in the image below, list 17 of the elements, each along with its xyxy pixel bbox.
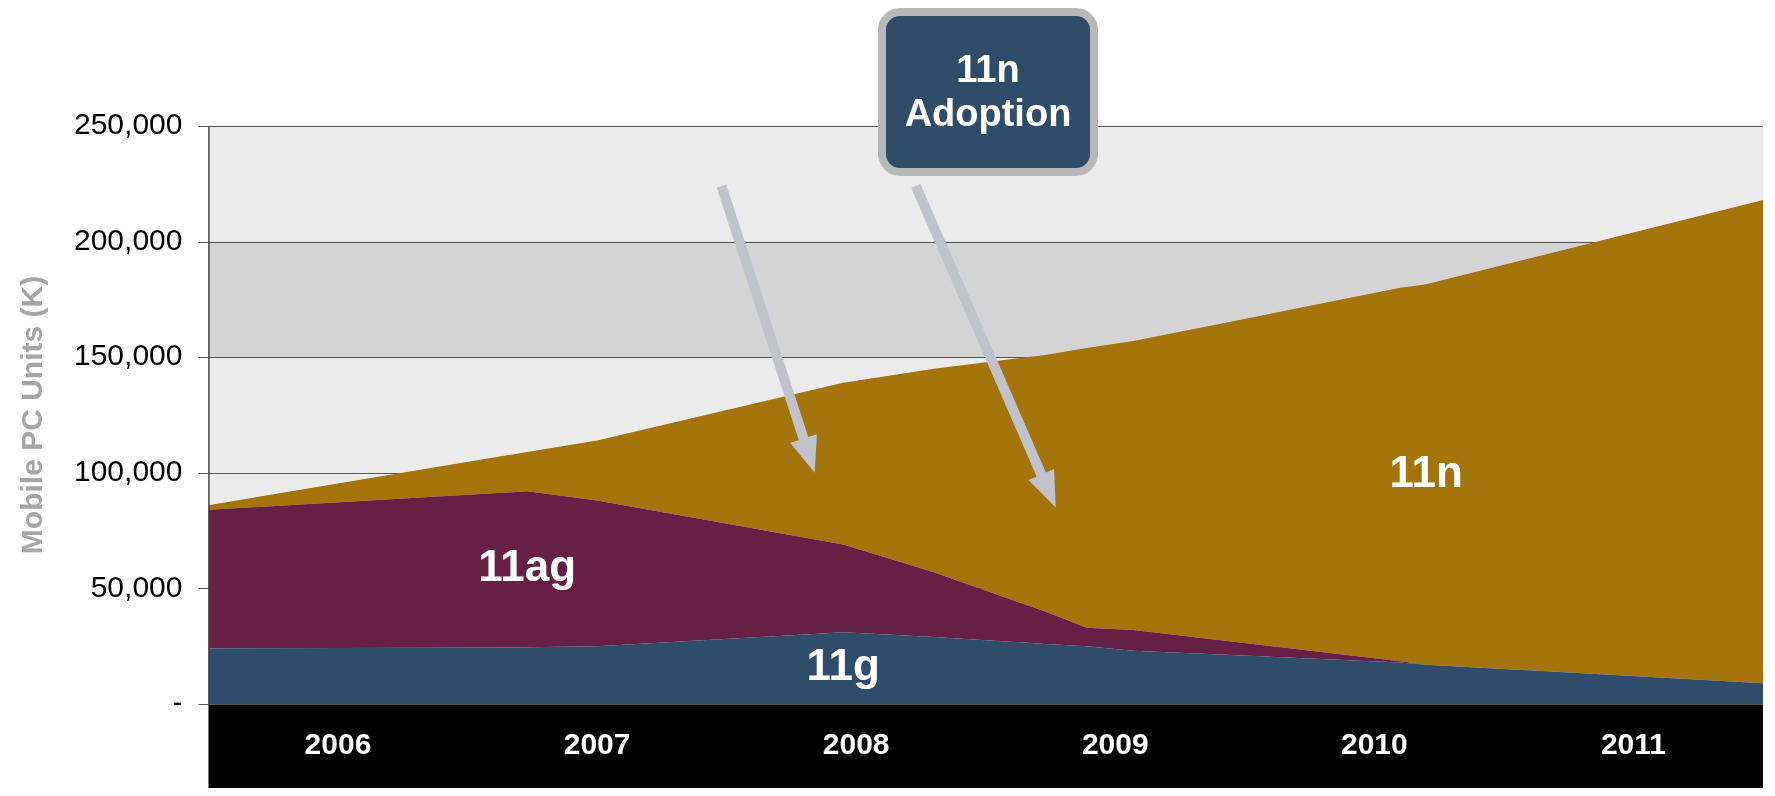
y-tick-label: 200,000 <box>73 222 183 256</box>
x-tick-label: 2010 <box>1340 727 1408 761</box>
series-label: 11g <box>806 640 880 690</box>
y-tick-label: 50,000 <box>90 569 183 603</box>
x-tick-label: 2009 <box>1081 727 1149 761</box>
series-label: 11ag <box>478 541 577 591</box>
y-axis-title: Mobile PC Units (K) <box>15 275 49 555</box>
y-tick-label: 100,000 <box>73 454 183 488</box>
y-tick-label: 250,000 <box>73 107 183 141</box>
annotation: 11n Adoption <box>878 8 1098 176</box>
x-tick-label: 2011 <box>1600 727 1666 761</box>
x-tick-label: 2007 <box>563 727 631 761</box>
y-tick-label: 150,000 <box>73 338 183 372</box>
y-tick-label: - <box>172 685 183 719</box>
x-tick-label: 2006 <box>304 727 372 761</box>
x-tick-label: 2008 <box>822 727 890 761</box>
series-label: 11n <box>1389 446 1463 496</box>
